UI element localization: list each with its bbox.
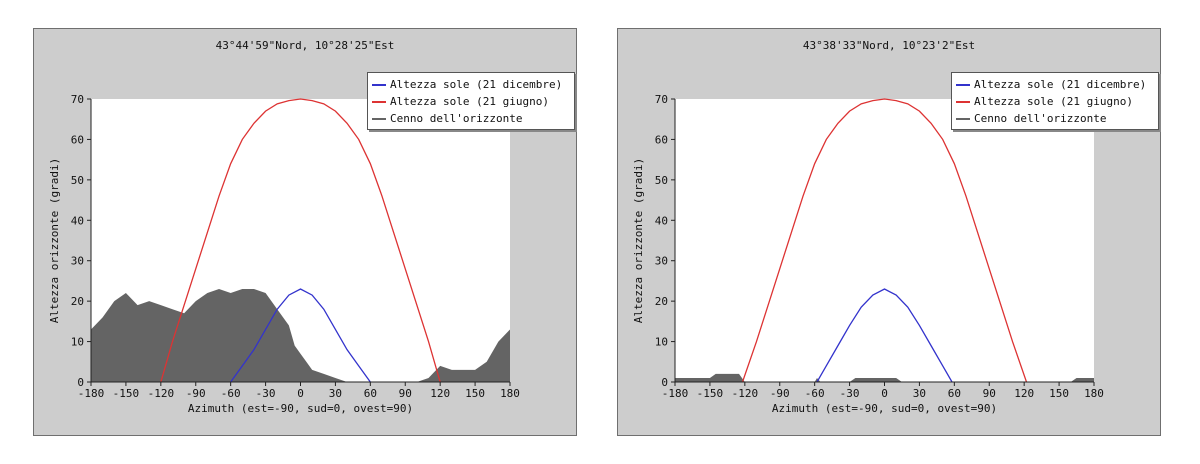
y-axis-label: Altezza orizzonte (gradi) — [632, 158, 645, 324]
x-tick-label: -60 — [805, 387, 825, 400]
x-tick-label: 150 — [465, 387, 485, 400]
sun-path-december-line — [816, 288, 953, 383]
x-tick-label: 180 — [1084, 387, 1104, 400]
x-tick-label: -120 — [148, 387, 175, 400]
legend-item: Altezza sole (21 dicembre) — [956, 76, 1158, 93]
x-tick-label: 60 — [948, 387, 961, 400]
y-tick-label: 10 — [655, 336, 668, 349]
legend-swatch — [956, 83, 970, 86]
y-tick-label: 30 — [71, 255, 84, 268]
x-tick-label: 90 — [399, 387, 412, 400]
chart-title: 43°44'59"Nord, 10°28'25"Est — [215, 39, 395, 52]
legend-item: Cenno dell'orizzonte — [372, 110, 574, 127]
legend-label: Altezza sole (21 dicembre) — [390, 78, 563, 91]
chart-legend: Altezza sole (21 dicembre) Altezza sole (… — [367, 72, 575, 130]
y-tick-label: 20 — [655, 295, 668, 308]
sun-path-december-line — [230, 288, 371, 383]
legend-label: Altezza sole (21 giugno) — [974, 95, 1133, 108]
x-tick-label: -90 — [770, 387, 790, 400]
legend-swatch — [372, 83, 386, 86]
y-tick-label: 60 — [71, 133, 84, 146]
legend-item: Altezza sole (21 giugno) — [956, 93, 1158, 110]
sun-path-june-line — [741, 98, 1028, 383]
y-axis-label: Altezza orizzonte (gradi) — [48, 158, 61, 324]
legend-item: Cenno dell'orizzonte — [956, 110, 1158, 127]
chart-plot: -180 -150 -120 -90 -60 -30 0 30 60 90 120 150 180 0 10… — [48, 93, 520, 415]
legend-label: Altezza sole (21 dicembre) — [974, 78, 1147, 91]
legend-swatch — [372, 100, 386, 103]
chart-panel-right: 43°38'33"Nord, 10°23'2"Est -180 -150 -120-… — [617, 28, 1161, 436]
y-tick-label: 60 — [655, 133, 668, 146]
chart-legend: Altezza sole (21 dicembre) Altezza sole (… — [951, 72, 1159, 130]
x-tick-label: -30 — [256, 387, 276, 400]
x-axis-label: Azimuth (est=-90, sud=0, ovest=90) — [772, 402, 997, 415]
legend-label: Cenno dell'orizzonte — [974, 112, 1107, 125]
y-tick-label: 0 — [661, 376, 668, 389]
x-axis-label: Azimuth (est=-90, sud=0, ovest=90) — [188, 402, 413, 415]
y-tick-label: 70 — [655, 93, 668, 106]
legend-item: Altezza sole (21 giugno) — [372, 93, 574, 110]
y-tick-label: 20 — [71, 295, 84, 308]
x-tick-label: 0 — [297, 387, 304, 400]
chart-title: 43°38'33"Nord, 10°23'2"Est — [802, 39, 976, 52]
x-tick-label: -180 — [662, 387, 689, 400]
x-tick-label: -120 — [732, 387, 759, 400]
x-tick-label: 150 — [1049, 387, 1069, 400]
x-tick-label: 60 — [364, 387, 377, 400]
y-tick-label: 40 — [655, 214, 668, 227]
legend-swatch — [956, 117, 970, 120]
sun-path-june-line — [160, 98, 441, 383]
legend-swatch — [372, 117, 386, 120]
legend-label: Cenno dell'orizzonte — [390, 112, 523, 125]
x-tick-label: 180 — [500, 387, 520, 400]
x-tick-label: 30 — [913, 387, 926, 400]
y-tick-label: 0 — [77, 376, 84, 389]
x-tick-label: 0 — [881, 387, 888, 400]
x-tick-label: 120 — [1014, 387, 1034, 400]
y-tick-label: 10 — [71, 336, 84, 349]
x-tick-label: -30 — [840, 387, 860, 400]
horizon-area — [91, 289, 510, 382]
y-tick-label: 50 — [71, 174, 84, 187]
plot-area — [675, 99, 1094, 382]
y-tick-label: 30 — [655, 255, 668, 268]
x-tick-label: -150 — [113, 387, 139, 400]
y-tick-label: 70 — [71, 93, 84, 106]
y-tick-label: 50 — [655, 174, 668, 187]
chart-plot: -180 -150 -120 -90 -60 -30 0 30 60 90 120 150 180 0 10… — [632, 93, 1104, 415]
x-tick-label: -150 — [697, 387, 724, 400]
x-tick-label: -180 — [78, 387, 105, 400]
legend-swatch — [956, 100, 970, 103]
x-tick-label: 90 — [983, 387, 996, 400]
legend-item: Altezza sole (21 dicembre) — [372, 76, 574, 93]
x-tick-label: 120 — [430, 387, 450, 400]
x-tick-label: -60 — [221, 387, 241, 400]
horizon-area — [675, 373, 1094, 382]
x-tick-label: 30 — [329, 387, 342, 400]
y-tick-label: 40 — [71, 214, 84, 227]
chart-panel-left: 43°44'59"Nord, 10°28'25"Est -180 -150 -120… — [33, 28, 577, 436]
legend-label: Altezza sole (21 giugno) — [390, 95, 549, 108]
x-tick-label: -90 — [186, 387, 206, 400]
